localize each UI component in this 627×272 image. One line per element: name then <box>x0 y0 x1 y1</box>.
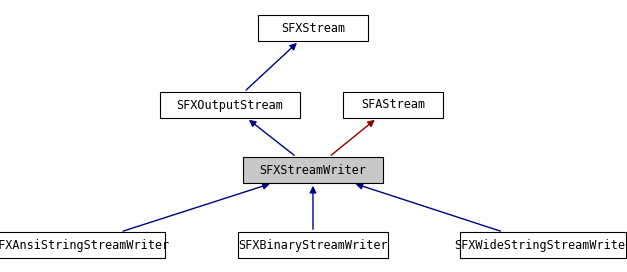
FancyBboxPatch shape <box>243 157 383 183</box>
Text: SFXStreamWriter: SFXStreamWriter <box>260 163 366 177</box>
Text: SFXStream: SFXStream <box>281 21 345 35</box>
Text: SFXAnsiStringStreamWriter: SFXAnsiStringStreamWriter <box>0 239 169 252</box>
Text: SFXWideStringStreamWriter: SFXWideStringStreamWriter <box>454 239 627 252</box>
Text: SFAStream: SFAStream <box>361 98 425 112</box>
FancyBboxPatch shape <box>0 232 165 258</box>
Text: SFXBinaryStreamWriter: SFXBinaryStreamWriter <box>238 239 388 252</box>
FancyBboxPatch shape <box>258 15 368 41</box>
FancyBboxPatch shape <box>238 232 388 258</box>
FancyBboxPatch shape <box>343 92 443 118</box>
FancyBboxPatch shape <box>160 92 300 118</box>
Text: SFXOutputStream: SFXOutputStream <box>177 98 283 112</box>
FancyBboxPatch shape <box>460 232 626 258</box>
